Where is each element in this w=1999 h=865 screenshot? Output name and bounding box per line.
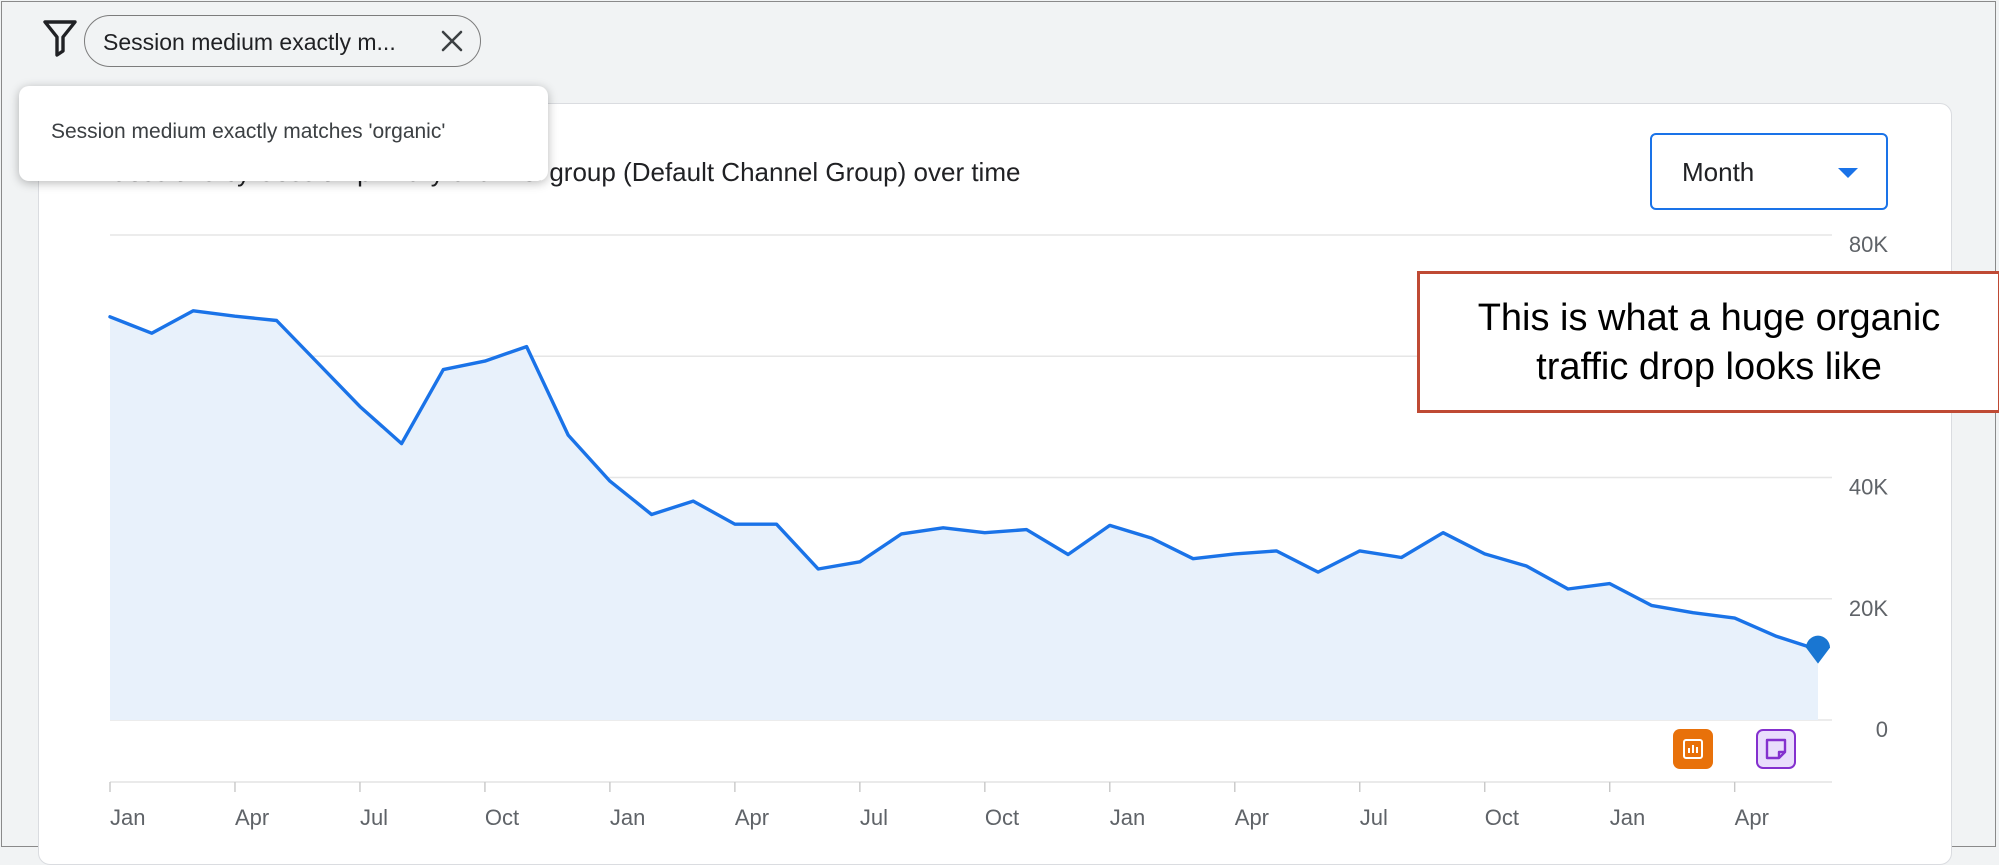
x-tick-label: Jan xyxy=(1610,805,1645,830)
filter-tooltip-text: Session medium exactly matches 'organic' xyxy=(51,120,446,143)
x-tick-label: Apr xyxy=(1235,805,1269,830)
x-tick-label: Jan xyxy=(1110,805,1145,830)
x-tick-label: Jan xyxy=(610,805,645,830)
filter-tooltip: Session medium exactly matches 'organic' xyxy=(19,86,548,181)
x-tick-label: Oct xyxy=(485,805,519,830)
filter-funnel-icon[interactable] xyxy=(42,18,78,58)
series-line-organic xyxy=(108,309,1820,652)
annotation-callout-text: This is what a huge organic traffic drop… xyxy=(1477,297,1941,388)
insights-badge[interactable] xyxy=(1673,729,1713,769)
caret-down-icon xyxy=(1838,168,1858,178)
y-tick-label: 0 xyxy=(1876,717,1888,742)
x-tick-label: Apr xyxy=(1735,805,1769,830)
x-tick-label: Apr xyxy=(735,805,769,830)
x-tick-label: Oct xyxy=(985,805,1019,830)
x-tick-label: Jul xyxy=(360,805,388,830)
y-tick-label: 40K xyxy=(1849,475,1888,500)
note-badge[interactable] xyxy=(1756,729,1796,769)
period-select-value: Month xyxy=(1682,157,1755,187)
series-area-fill xyxy=(110,310,1818,720)
y-tick-label: 20K xyxy=(1849,596,1888,621)
insights-icon xyxy=(1683,739,1703,759)
close-icon[interactable] xyxy=(439,28,465,54)
filter-chip-label: Session medium exactly m... xyxy=(103,29,396,55)
note-icon xyxy=(1765,738,1787,760)
x-tick-label: Apr xyxy=(235,805,269,830)
x-tick-label: Jul xyxy=(1360,805,1388,830)
x-tick-label: Jul xyxy=(860,805,888,830)
x-tick-label: Jan xyxy=(110,805,145,830)
last-point-marker xyxy=(1806,635,1830,664)
y-tick-label: 80K xyxy=(1849,232,1888,257)
annotation-callout: This is what a huge organic traffic drop… xyxy=(1417,271,1999,413)
x-tick-label: Oct xyxy=(1485,805,1519,830)
period-select[interactable]: Month xyxy=(1650,133,1888,210)
filter-chip[interactable]: Session medium exactly m... xyxy=(84,15,481,67)
